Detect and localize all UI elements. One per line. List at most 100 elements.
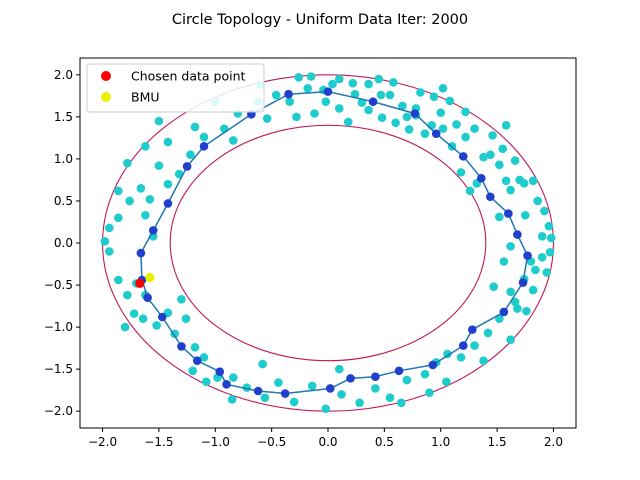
data-point <box>461 107 470 117</box>
x-tick-label: −1.5 <box>144 435 173 449</box>
data-point <box>374 74 384 84</box>
data-point <box>129 309 139 318</box>
data-point <box>506 335 515 345</box>
data-point <box>100 237 110 246</box>
som-node <box>177 342 186 351</box>
data-point <box>229 136 238 145</box>
data-point <box>519 178 529 188</box>
data-point <box>470 341 479 350</box>
data-point <box>510 297 520 307</box>
legend-frame <box>86 63 265 113</box>
som-network <box>136 87 532 398</box>
som-node <box>163 199 173 208</box>
som-node <box>143 293 152 302</box>
data-point <box>285 97 294 107</box>
data-point <box>136 184 146 193</box>
y-tick-label: 1.0 <box>54 152 73 166</box>
data-point <box>289 397 299 407</box>
data-point <box>154 161 164 170</box>
som-node <box>467 325 477 334</box>
data-point <box>438 83 448 93</box>
data-point <box>334 74 344 84</box>
som-node <box>253 386 263 396</box>
data-point <box>114 213 123 223</box>
data-point <box>544 221 554 231</box>
som-node <box>136 248 146 258</box>
data-point <box>537 252 547 262</box>
som-node <box>394 366 404 376</box>
data-point <box>163 179 173 189</box>
data-point <box>506 287 515 297</box>
data-points <box>100 72 556 413</box>
data-point <box>436 108 446 117</box>
som-node <box>518 278 528 287</box>
data-point <box>229 373 238 382</box>
data-point <box>522 306 531 316</box>
data-point <box>310 109 319 118</box>
highlights <box>135 272 155 288</box>
axes-frame <box>79 57 577 429</box>
data-point <box>123 158 132 168</box>
som-node <box>513 230 522 239</box>
x-tick-label: 1.0 <box>431 435 450 449</box>
data-point <box>138 314 148 323</box>
plot-area <box>100 72 556 413</box>
x-tick-label: 0.5 <box>375 435 394 449</box>
data-point <box>186 150 195 160</box>
data-point <box>479 356 488 366</box>
data-point <box>389 78 398 87</box>
data-point <box>396 398 406 408</box>
data-point <box>355 398 364 408</box>
data-point <box>152 321 161 330</box>
data-point <box>376 90 386 100</box>
som-node <box>428 360 438 370</box>
legend: Chosen data point BMU <box>86 63 265 113</box>
data-point <box>328 79 337 89</box>
data-point <box>398 101 407 111</box>
som-node <box>284 89 293 99</box>
data-point <box>141 210 150 220</box>
data-point <box>402 375 412 385</box>
som-node <box>486 192 495 202</box>
data-point <box>181 314 191 323</box>
data-point <box>542 268 551 277</box>
som-node <box>458 152 468 161</box>
y-axis: −2.0 −1.5 −1.0 −0.5 0.0 0.5 1.0 1.5 2.0 <box>44 68 80 418</box>
data-point <box>513 304 522 313</box>
data-point <box>429 92 439 101</box>
legend-marker-bmu <box>101 92 111 102</box>
data-point <box>456 353 466 362</box>
data-point <box>385 393 395 403</box>
data-point <box>334 104 344 113</box>
x-tick-label: −1.0 <box>201 435 230 449</box>
y-tick-label: −0.5 <box>44 278 73 292</box>
data-point <box>420 369 430 379</box>
data-point <box>442 377 451 387</box>
data-point <box>177 295 186 304</box>
som-node <box>504 209 513 218</box>
data-point <box>495 212 504 222</box>
data-point <box>292 112 301 122</box>
data-point <box>545 247 555 257</box>
legend-marker-chosen <box>101 71 111 81</box>
x-tick-label: −0.5 <box>257 435 286 449</box>
data-point <box>546 233 556 243</box>
som-node <box>368 97 378 107</box>
y-tick-label: 1.5 <box>54 110 73 124</box>
data-point <box>420 129 430 138</box>
som-node <box>157 312 167 322</box>
data-point <box>274 378 283 387</box>
chosen-data-point <box>135 278 145 288</box>
data-point <box>416 88 425 97</box>
data-point <box>163 137 173 147</box>
data-point <box>307 381 317 391</box>
som-node <box>410 109 420 118</box>
data-point <box>445 96 455 106</box>
data-point <box>190 122 200 132</box>
som-node <box>371 372 380 382</box>
legend-label-bmu: BMU <box>131 90 160 105</box>
x-tick-label: −2.0 <box>88 435 117 449</box>
som-node <box>346 374 355 383</box>
som-node <box>199 141 209 151</box>
